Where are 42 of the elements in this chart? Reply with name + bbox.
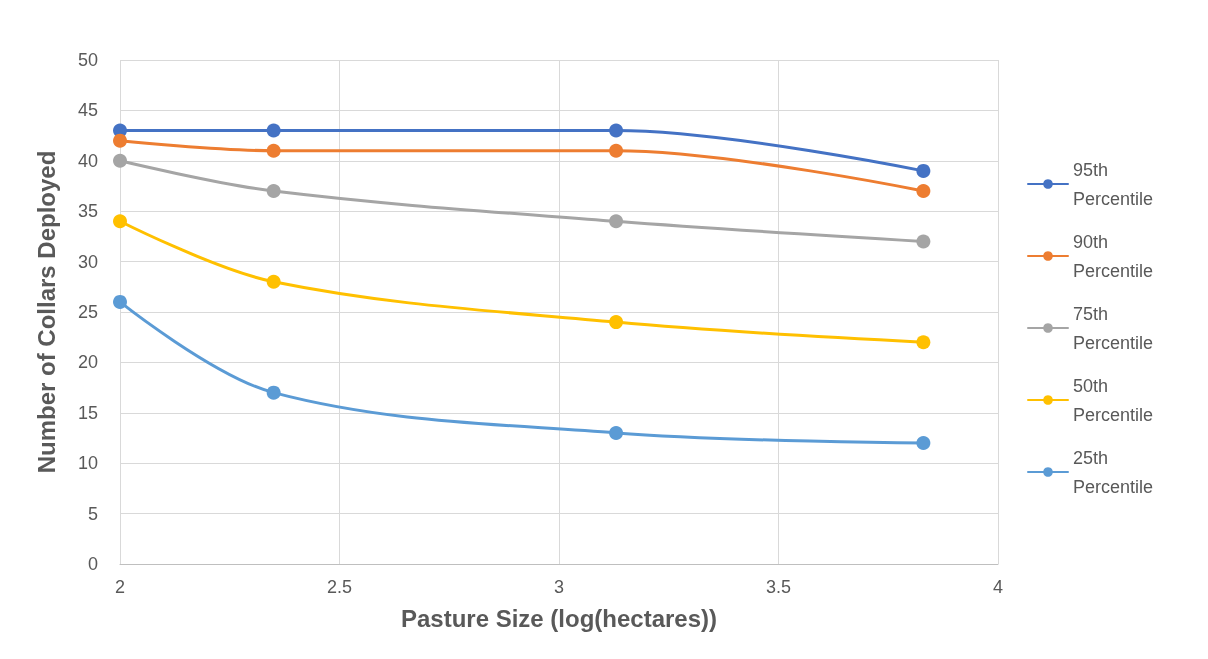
y-tick-label: 35 bbox=[77, 201, 98, 222]
point bbox=[266, 274, 281, 289]
point bbox=[609, 123, 624, 138]
y-tick-label: 45 bbox=[77, 100, 98, 121]
x-tick-label: 4 bbox=[992, 577, 1004, 597]
point bbox=[609, 425, 624, 440]
y-tick-label: 30 bbox=[77, 251, 98, 272]
legend-label: 50th Percentile bbox=[1073, 375, 1154, 425]
point bbox=[916, 184, 931, 199]
legend-label: 75th Percentile bbox=[1073, 303, 1154, 353]
x-tick-label: 2 bbox=[114, 577, 126, 597]
y-tick-label: 50 bbox=[77, 50, 98, 70]
y-axis-title: Number of Collars Deployed bbox=[32, 150, 60, 474]
point bbox=[113, 153, 127, 168]
x-axis-title: Pasture Size (log(hectares)) bbox=[400, 604, 718, 632]
x-tick-label: 3.5 bbox=[765, 577, 792, 597]
point bbox=[113, 214, 127, 229]
x-tick-label: 2.5 bbox=[326, 577, 353, 597]
y-tick-label: 0 bbox=[87, 554, 98, 574]
point bbox=[916, 234, 931, 249]
point bbox=[113, 294, 127, 309]
y-tick-label: 5 bbox=[87, 503, 98, 524]
y-tick-label: 25 bbox=[77, 302, 98, 322]
y-tick-label: 15 bbox=[77, 402, 98, 423]
y-tick-label: 40 bbox=[77, 150, 98, 171]
point bbox=[113, 133, 127, 148]
point bbox=[916, 436, 931, 451]
point bbox=[609, 315, 624, 330]
point bbox=[916, 163, 931, 178]
x-tick-label: 3 bbox=[553, 577, 565, 597]
point bbox=[266, 143, 281, 158]
y-tick-label: 20 bbox=[77, 352, 98, 373]
point bbox=[266, 184, 281, 199]
point bbox=[609, 143, 624, 158]
legend-label: 90th Percentile bbox=[1073, 231, 1154, 281]
point bbox=[609, 214, 624, 229]
point bbox=[916, 335, 931, 350]
legend-label: 25th Percentile bbox=[1073, 447, 1154, 497]
y-tick-label: 10 bbox=[77, 453, 98, 474]
point bbox=[266, 123, 281, 138]
legend-label: 95th Percentile bbox=[1073, 159, 1154, 209]
point bbox=[266, 385, 281, 400]
